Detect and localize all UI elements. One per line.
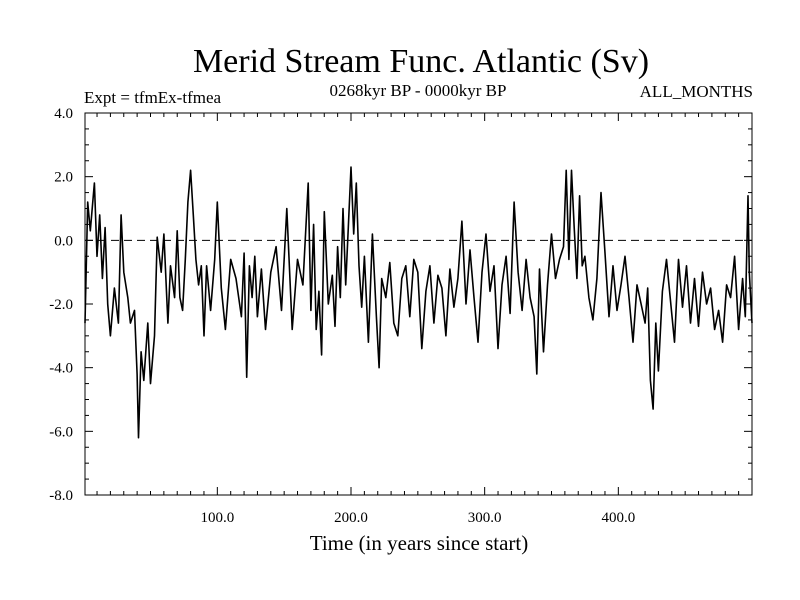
y-tick-label: 4.0: [54, 106, 73, 122]
y-tick-label: -6.0: [49, 424, 73, 440]
x-tick-label: 400.0: [601, 510, 635, 526]
plot-area: [84, 166, 753, 439]
experiment-label: Expt = tfmEx-tfmea: [84, 88, 222, 107]
x-tick-label: 200.0: [334, 510, 368, 526]
x-axis-label: Time (in years since start): [310, 531, 529, 555]
time-range-label: 0268kyr BP - 0000kyr BP: [330, 81, 507, 100]
y-tick-label: 2.0: [54, 170, 73, 186]
axes: 4.0 2.0 0.0 -2.0 -4.0 -6.0 -8.0 100.0 200.0 300.0…: [49, 106, 753, 526]
months-label: ALL_MONTHS: [640, 82, 753, 101]
series-line-0: [84, 166, 753, 439]
plot-frame: [84, 112, 753, 496]
y-tick-label: -8.0: [49, 488, 73, 504]
x-tick-label: 300.0: [468, 510, 502, 526]
chart-title: Merid Stream Func. Atlantic (Sv): [193, 43, 649, 80]
x-tick-label: 100.0: [200, 510, 234, 526]
y-tick-label: -4.0: [49, 361, 73, 377]
y-tick-label: -2.0: [49, 297, 73, 313]
y-tick-label: 0.0: [54, 233, 73, 249]
